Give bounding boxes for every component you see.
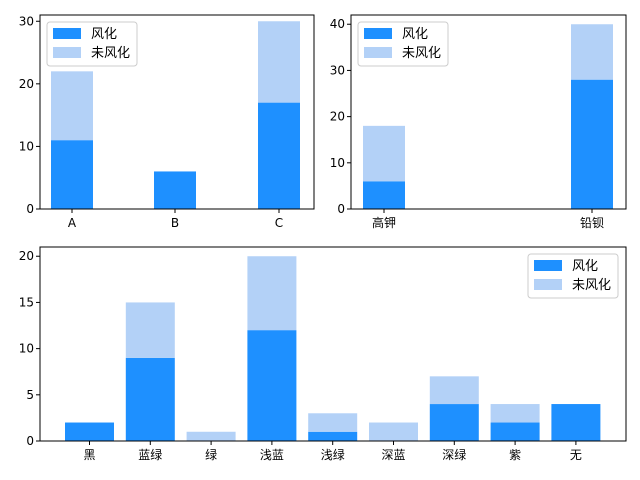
bar-unweathered-3 (186, 431, 236, 441)
bar-weathered-2 (571, 79, 613, 210)
bar-unweathered-3 (258, 21, 300, 103)
bar-weathered-9 (551, 404, 601, 441)
y-tick-label: 5 (26, 388, 34, 402)
bar-weathered-3 (258, 102, 300, 209)
y-tick-label: 0 (26, 434, 34, 448)
bar-weathered-1 (363, 181, 405, 209)
bar-unweathered-5 (308, 413, 358, 432)
y-tick-label: 10 (330, 156, 345, 170)
x-tick-label: 浅蓝 (260, 448, 284, 462)
bar-weathered-8 (490, 422, 540, 441)
y-tick-label: 30 (330, 63, 345, 77)
legend-label-unweathered: 未风化 (91, 46, 130, 61)
legend-label-weathered: 风化 (402, 27, 428, 42)
bar-weathered-4 (247, 330, 297, 441)
legend-label-weathered: 风化 (572, 259, 598, 274)
y-tick-label: 0 (26, 202, 34, 216)
x-tick-label: 高钾 (372, 215, 396, 230)
x-tick-label: 绿 (205, 447, 217, 462)
x-tick-label: 深蓝 (381, 448, 405, 462)
bar-unweathered-7 (429, 376, 479, 405)
legend-swatch-weathered (53, 28, 81, 39)
legend-label-unweathered: 未风化 (402, 46, 441, 61)
y-tick-label: 0 (337, 202, 345, 216)
bar-unweathered-1 (51, 71, 93, 141)
x-tick-label: C (275, 216, 283, 230)
bar-unweathered-2 (571, 24, 613, 80)
bar-weathered-1 (65, 422, 114, 441)
legend-swatch-unweathered (364, 47, 392, 58)
y-tick-label: 30 (19, 14, 34, 28)
y-tick-label: 20 (19, 249, 34, 263)
x-tick-label: 黑 (83, 448, 95, 462)
x-tick-label: A (68, 216, 77, 230)
bar-unweathered-4 (247, 256, 297, 331)
bar-weathered-2 (154, 171, 196, 209)
y-tick-label: 20 (330, 110, 345, 124)
bar-weathered-5 (308, 431, 358, 441)
x-tick-label: B (171, 216, 179, 230)
legend-swatch-unweathered (534, 279, 562, 290)
axes-frame (39, 14, 315, 210)
legend-swatch-unweathered (53, 47, 81, 58)
bar-weathered-7 (429, 404, 479, 441)
y-tick-label: 40 (330, 17, 345, 31)
bar-unweathered-2 (125, 302, 175, 358)
y-tick-label: 20 (19, 77, 34, 91)
bar-unweathered-1 (363, 125, 405, 182)
legend-swatch-weathered (364, 28, 392, 39)
x-tick-label: 浅绿 (321, 447, 345, 462)
bar-unweathered-8 (490, 404, 540, 423)
y-tick-label: 10 (19, 139, 34, 153)
bar-weathered-2 (125, 357, 175, 441)
y-tick-label: 10 (19, 342, 34, 356)
x-tick-label: 铅钡 (580, 216, 604, 230)
bar-unweathered-6 (369, 422, 418, 441)
bar-weathered-1 (51, 140, 93, 209)
x-tick-label: 深绿 (442, 447, 466, 462)
x-tick-label: 无 (570, 448, 582, 462)
x-tick-label: 紫 (509, 448, 521, 462)
axes-frame (350, 14, 627, 210)
legend-swatch-weathered (534, 260, 562, 271)
legend-label-unweathered: 未风化 (572, 278, 611, 293)
x-tick-label: 蓝绿 (138, 447, 162, 462)
y-tick-label: 15 (19, 295, 34, 309)
legend-label-weathered: 风化 (91, 27, 117, 42)
